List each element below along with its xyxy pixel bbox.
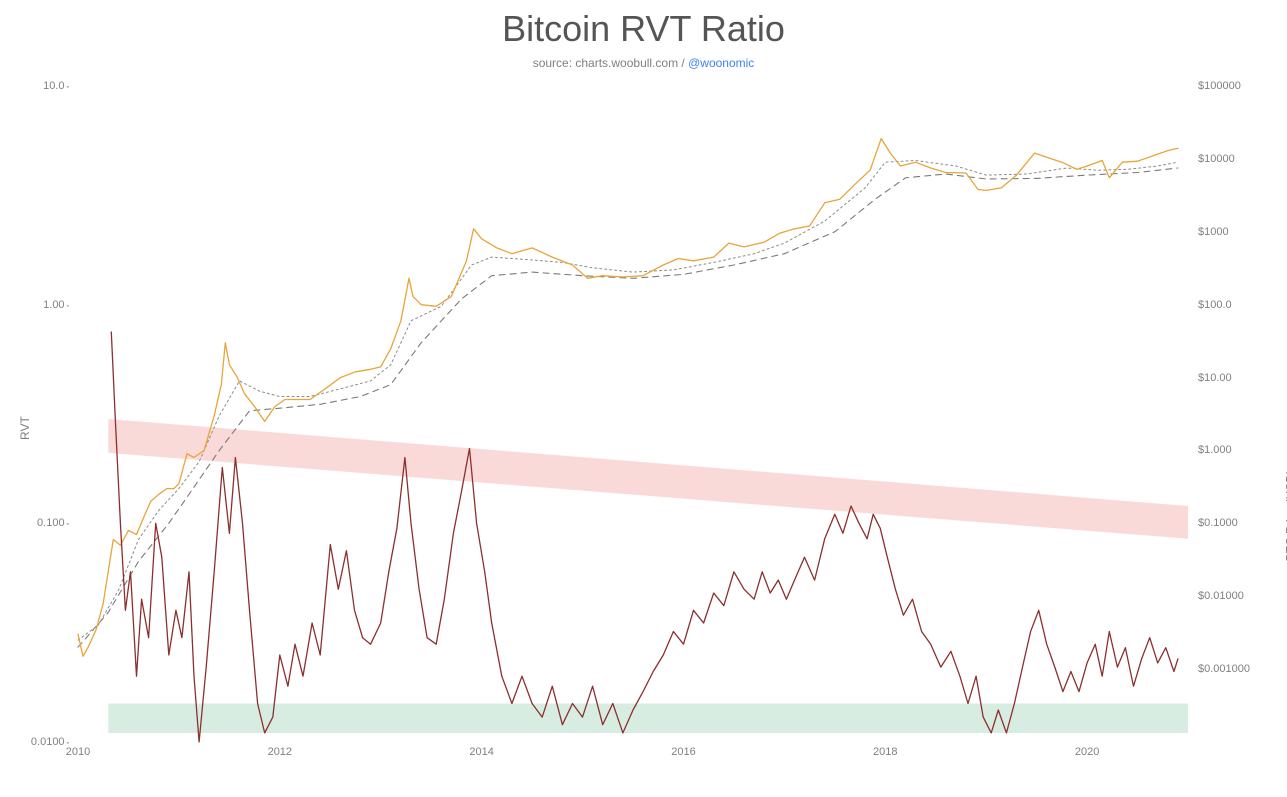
series-rvt bbox=[111, 332, 1178, 742]
y-axis-left-label: RVT bbox=[18, 416, 32, 440]
ytick-left: 0.0100 ▪ bbox=[31, 736, 69, 748]
chart-title: Bitcoin RVT Ratio bbox=[0, 8, 1287, 50]
ytick-right: $0.01000 bbox=[1198, 590, 1244, 602]
ytick-left: 0.100 ▪ bbox=[37, 517, 69, 529]
xtick: 2014 bbox=[469, 746, 493, 758]
chart-svg bbox=[78, 86, 1188, 742]
xtick: 2016 bbox=[671, 746, 695, 758]
band-pink bbox=[108, 419, 1188, 539]
plot-area bbox=[78, 86, 1188, 742]
ytick-right: $1.000 bbox=[1198, 444, 1232, 456]
ytick-right: $10.00 bbox=[1198, 372, 1232, 384]
ytick-right: $1000 bbox=[1198, 226, 1229, 238]
series-realised-dotted bbox=[78, 161, 1178, 641]
xtick: 2020 bbox=[1075, 746, 1099, 758]
subtitle-text: source: charts.woobull.com / bbox=[533, 56, 688, 70]
ytick-left: 1.00 ▪ bbox=[43, 299, 69, 311]
chart-subtitle: source: charts.woobull.com / @woonomic bbox=[0, 56, 1287, 70]
xtick: 2012 bbox=[268, 746, 292, 758]
ytick-right: $0.001000 bbox=[1198, 663, 1250, 675]
ytick-right: $0.1000 bbox=[1198, 517, 1238, 529]
ytick-left: 10.0 ▪ bbox=[43, 80, 69, 92]
ytick-right: $10000 bbox=[1198, 153, 1235, 165]
ytick-right: $100000 bbox=[1198, 80, 1241, 92]
series-realised-dashed bbox=[78, 168, 1178, 647]
band-green bbox=[108, 703, 1188, 732]
xtick: 2010 bbox=[66, 746, 90, 758]
y-axis-right-label: BTC Price (USD) bbox=[1283, 470, 1287, 561]
subtitle-link[interactable]: @woonomic bbox=[688, 56, 754, 70]
ytick-right: $100.0 bbox=[1198, 299, 1232, 311]
series-btc-price bbox=[78, 139, 1178, 657]
chart-container: Bitcoin RVT Ratio source: charts.woobull… bbox=[0, 0, 1287, 797]
xtick: 2018 bbox=[873, 746, 897, 758]
